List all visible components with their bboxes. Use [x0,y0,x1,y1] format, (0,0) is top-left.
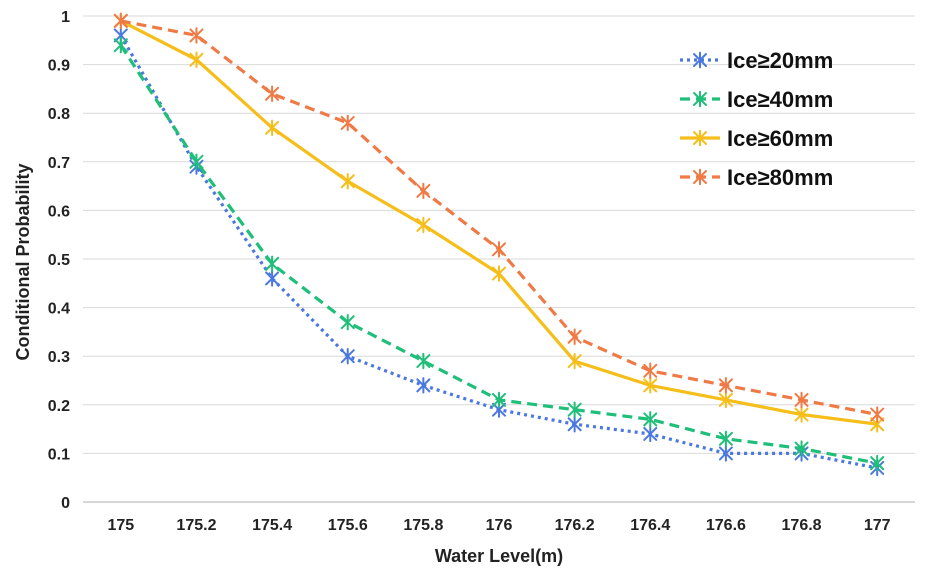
legend-label: Ice≥60mm [727,126,833,151]
data-point [492,241,506,258]
legend-marker [693,168,707,186]
y-tick-labels: 0 0.1 0.2 0.3 0.4 0.5 0.6 0.7 0.8 0.9 1 [48,9,70,512]
y-tick-label: 0 [61,495,70,512]
data-point [189,51,204,68]
data-point [340,114,355,132]
data-point [265,255,280,273]
x-tick-label: 175.4 [252,517,292,534]
y-tick-label: 0.5 [48,252,70,269]
legend-label: Ice≥40mm [727,87,833,112]
series-2 [113,36,885,472]
x-tick-label: 176 [486,517,513,534]
x-tick-label: 177 [864,517,891,534]
series-lines [113,12,885,477]
data-point [416,182,431,200]
y-tick-label: 0.7 [48,155,70,172]
legend-marker [693,51,707,69]
series-line [120,19,878,417]
data-point [189,27,204,44]
data-point [265,270,280,287]
data-point [794,391,809,409]
x-tick-label: 175.6 [328,517,368,534]
series-3 [113,12,885,433]
legend-marker [693,90,707,108]
legend-label: Ice≥20mm [727,48,833,73]
x-tick-label: 175.8 [403,517,443,534]
x-tick-label: 176.8 [782,517,822,534]
y-tick-label: 0.1 [48,446,70,463]
data-point [416,377,431,394]
data-point [416,216,431,234]
data-point [643,411,658,428]
data-point [189,153,204,170]
data-point [492,265,506,282]
legend-marker [693,129,707,147]
x-tick-label: 175 [107,517,134,534]
data-point [718,391,733,409]
y-tick-label: 0.4 [48,301,70,318]
data-point [643,377,658,394]
y-tick-label: 0.9 [48,58,70,75]
legend-entry: Ice≥40mm [680,87,833,112]
data-point [492,391,506,409]
x-tick-labels: 175 175.2 175.4 175.6 175.8 176 176.2 176.4 176.… [107,517,890,534]
data-point [567,328,582,345]
x-axis-title: Water Level(m) [435,546,563,566]
data-point [567,401,582,418]
x-tick-label: 176.6 [706,517,746,534]
data-point [340,348,355,365]
x-tick-label: 176.2 [555,517,595,534]
x-tick-label: 176.4 [630,517,670,534]
legend-label: Ice≥80mm [727,165,833,190]
data-point [794,440,809,457]
y-tick-label: 1 [61,9,70,26]
legend-entry: Ice≥20mm [680,48,833,73]
data-point [643,425,658,443]
data-point [643,362,658,379]
data-point [265,85,280,102]
y-tick-label: 0.3 [48,349,70,366]
data-point [567,416,582,433]
data-point [113,36,128,54]
y-tick-label: 0.2 [48,398,70,415]
series-4 [113,12,885,423]
legend: Ice≥20mm Ice≥40mm Ice≥60mm Ice≥80mm [680,48,833,190]
data-point [870,406,885,423]
data-point [794,406,809,423]
legend-entry: Ice≥80mm [680,165,833,190]
y-axis-title: Conditional Probability [13,164,33,361]
data-point [265,119,280,136]
y-tick-label: 0.8 [48,106,70,123]
data-point [340,173,355,190]
x-tick-label: 175.2 [176,517,216,534]
data-point [416,352,431,370]
data-point [567,352,582,370]
data-point [718,377,733,394]
data-point [340,313,355,331]
gridlines [83,15,915,454]
legend-entry: Ice≥60mm [680,126,833,151]
data-point [718,430,733,448]
y-tick-label: 0.6 [48,203,70,220]
data-point [870,454,885,472]
data-point [113,12,128,30]
data-point [718,445,733,462]
